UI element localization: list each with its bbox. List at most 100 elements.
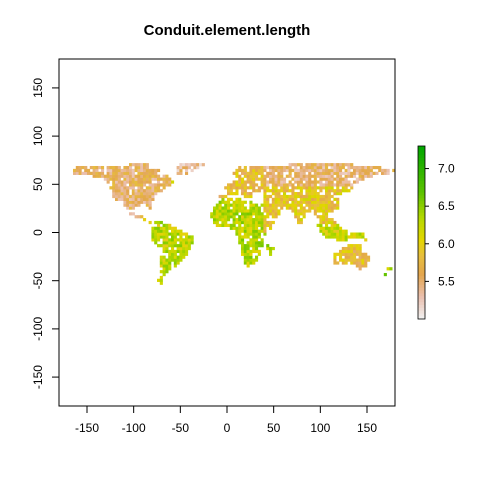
raster-cell — [157, 244, 161, 248]
raster-cell — [269, 171, 273, 175]
raster-cell — [154, 183, 158, 187]
raster-cell — [308, 203, 312, 207]
raster-cell — [117, 194, 121, 199]
colorbar-segment — [418, 293, 425, 297]
raster-cell — [269, 220, 273, 225]
raster-cell — [171, 180, 175, 184]
raster-cell — [291, 189, 295, 193]
raster-cell — [361, 261, 365, 265]
raster-cell — [190, 238, 194, 242]
raster-cell — [316, 209, 320, 213]
raster-cell — [308, 183, 312, 187]
raster-cell — [355, 258, 359, 262]
raster-cell — [129, 171, 133, 175]
raster-cell — [143, 180, 147, 184]
raster-cell — [117, 183, 121, 187]
raster-cell — [319, 163, 323, 167]
raster-cell — [224, 194, 228, 199]
raster-cell — [165, 183, 169, 187]
raster-cell — [179, 244, 183, 248]
raster-cell — [131, 186, 135, 190]
raster-cell — [294, 200, 298, 204]
raster-cell — [305, 203, 309, 207]
raster-cell — [297, 163, 301, 167]
raster-cell — [115, 183, 119, 187]
raster-cell — [313, 192, 317, 196]
raster-cell — [297, 212, 301, 216]
raster-cell — [271, 192, 275, 196]
raster-cell — [299, 163, 303, 167]
raster-cell — [353, 168, 357, 173]
raster-cell — [215, 218, 219, 222]
raster-cell — [148, 171, 152, 175]
raster-cell — [294, 212, 298, 216]
raster-cell — [185, 252, 189, 256]
raster-cell — [347, 244, 351, 248]
raster-cell — [218, 218, 222, 222]
raster-cell — [154, 186, 158, 190]
colorbar-segment — [418, 223, 425, 228]
raster-cell — [322, 197, 326, 201]
raster-cell — [308, 192, 312, 196]
raster-cell — [319, 209, 323, 213]
raster-cell — [280, 180, 284, 184]
colorbar-segment — [418, 272, 425, 277]
raster-cell — [249, 209, 253, 213]
raster-cell — [311, 165, 315, 170]
raster-cell — [381, 168, 385, 173]
raster-cell — [325, 192, 329, 196]
raster-cell — [336, 203, 340, 207]
raster-cell — [274, 194, 278, 199]
raster-cell — [246, 218, 250, 222]
raster-cell — [319, 229, 323, 233]
raster-cell — [299, 194, 303, 199]
raster-cell — [229, 186, 233, 190]
raster-cell — [308, 200, 312, 204]
raster-cell — [145, 165, 149, 170]
raster-cell — [347, 174, 351, 178]
raster-cell — [263, 192, 267, 196]
colorbar-segment — [418, 246, 425, 251]
raster-cell — [327, 192, 331, 196]
raster-cell — [182, 241, 186, 245]
raster-cell — [344, 238, 348, 242]
raster-cell — [179, 258, 183, 262]
raster-cell — [129, 186, 133, 190]
raster-cell — [341, 177, 345, 181]
raster-cell — [255, 168, 259, 173]
raster-cell — [140, 163, 144, 167]
raster-cell — [224, 212, 228, 216]
raster-cell — [336, 261, 340, 265]
raster-cell — [333, 258, 337, 262]
raster-cell — [123, 197, 127, 201]
raster-cell — [134, 200, 138, 204]
raster-cell — [238, 174, 242, 178]
raster-cell — [232, 171, 236, 175]
raster-cell — [263, 177, 267, 181]
raster-cell — [333, 252, 337, 256]
raster-cell — [322, 218, 326, 222]
raster-cell — [123, 203, 127, 207]
raster-cell — [126, 180, 130, 184]
raster-cell — [350, 252, 354, 256]
raster-cell — [171, 229, 175, 233]
raster-cell — [257, 232, 261, 236]
raster-cell — [347, 165, 351, 170]
raster-cell — [271, 168, 275, 173]
raster-cell — [291, 209, 295, 213]
raster-cell — [299, 189, 303, 193]
raster-cell — [274, 197, 278, 201]
raster-cell — [255, 238, 259, 242]
raster-cell — [238, 165, 242, 170]
raster-cell — [260, 220, 264, 225]
raster-cell — [165, 246, 169, 251]
raster-cell — [339, 163, 343, 167]
raster-cell — [176, 249, 180, 254]
raster-cell — [252, 168, 256, 173]
raster-cell — [325, 215, 329, 219]
raster-cell — [330, 165, 334, 170]
raster-cell — [277, 194, 281, 199]
raster-cell — [347, 235, 351, 239]
raster-cell — [143, 183, 147, 187]
raster-cell — [151, 168, 155, 173]
